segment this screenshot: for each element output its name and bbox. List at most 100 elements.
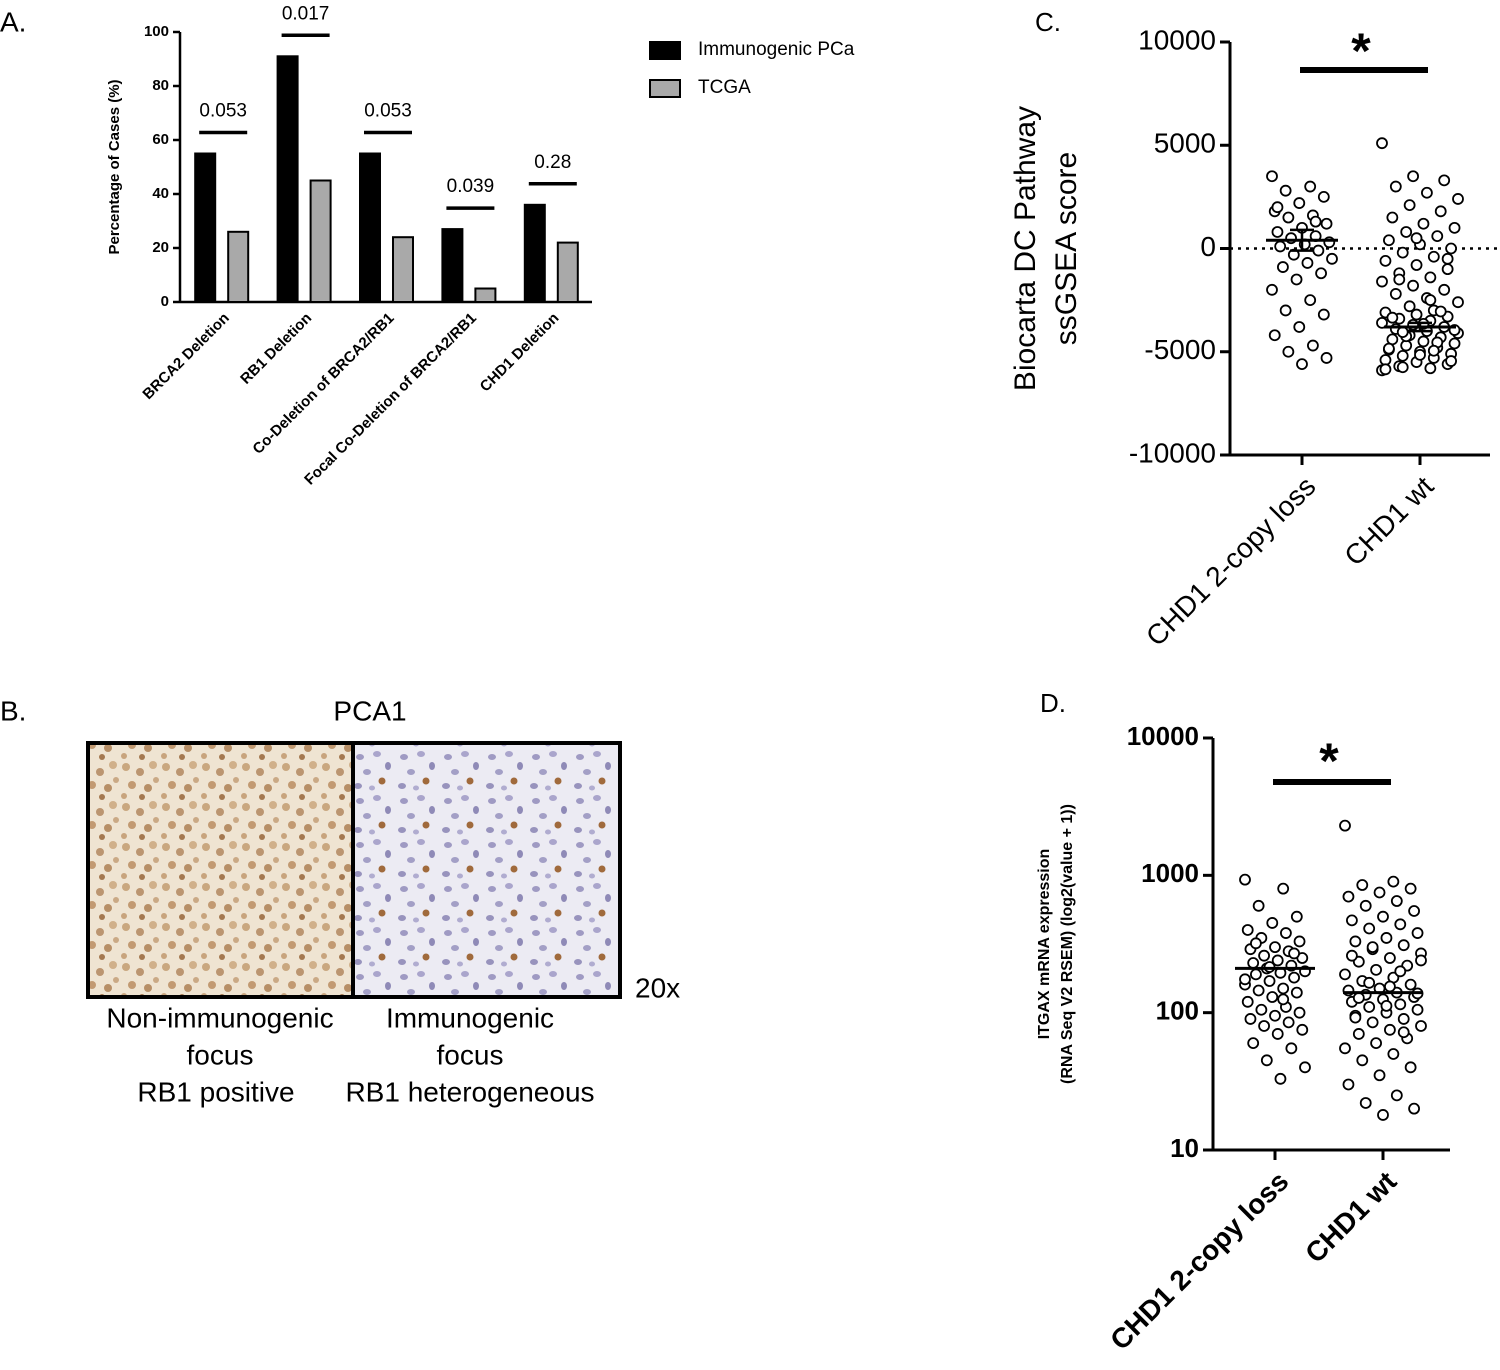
data-point (1293, 321, 1306, 333)
data-point (1282, 211, 1295, 224)
data-point (1383, 342, 1395, 355)
data-point (1277, 993, 1290, 1006)
data-point (1266, 917, 1279, 929)
micrograph (86, 741, 355, 999)
panel-label: A. (0, 6, 26, 37)
data-point (1282, 345, 1295, 358)
data-point (1404, 978, 1417, 991)
y-tick-label: -5000 (1144, 334, 1216, 365)
data-point (1266, 283, 1278, 296)
caption: Non-immunogenic (106, 1002, 333, 1033)
data-point (1377, 1109, 1389, 1121)
data-point (1342, 890, 1355, 903)
bar (441, 228, 464, 304)
x-tick-label: CHD1 2-copy loss (1140, 471, 1321, 652)
data-point (1410, 232, 1423, 245)
data-point (1411, 927, 1424, 939)
data-point (1448, 221, 1461, 234)
p-value: 0.053 (364, 101, 412, 122)
data-point (1293, 935, 1306, 948)
data-point (1415, 1020, 1427, 1032)
data-point (1312, 244, 1325, 257)
data-point (1387, 1048, 1400, 1060)
data-point (1269, 941, 1281, 954)
data-point (1408, 905, 1420, 917)
data-point (1260, 1054, 1273, 1067)
data-point (1366, 1016, 1379, 1029)
data-point (1293, 1006, 1306, 1019)
data-point (1396, 361, 1409, 374)
data-point (1266, 170, 1278, 183)
data-point (1352, 992, 1365, 1004)
x-tick-label: CHD1 wt (1299, 1166, 1402, 1269)
data-point (1252, 899, 1265, 912)
data-point (1271, 226, 1284, 238)
data-point (1376, 316, 1388, 329)
data-point (1326, 252, 1338, 265)
caption: RB1 heterogeneous (345, 1076, 594, 1107)
data-point (1271, 201, 1284, 214)
data-point (1421, 186, 1433, 199)
data-point (1288, 947, 1300, 960)
p-value: 0.039 (447, 176, 495, 197)
data-point (1301, 257, 1314, 269)
data-point (1252, 984, 1265, 997)
data-point (1317, 308, 1330, 321)
data-point (1441, 252, 1454, 265)
x-tick-label: RB1 Deletion (237, 310, 315, 388)
data-point (1445, 355, 1457, 367)
data-point (1389, 288, 1402, 300)
data-point (1299, 1061, 1311, 1074)
data-point (1397, 939, 1410, 952)
data-point (1250, 968, 1262, 981)
data-point (1317, 190, 1330, 203)
data-point (1427, 250, 1440, 263)
y-tick-label: 60 (152, 131, 169, 148)
bar (227, 230, 250, 303)
x-tick-label: CHD1 wt (1338, 470, 1439, 571)
y-tick-label: 100 (1156, 996, 1199, 1026)
data-point (1320, 352, 1333, 364)
data-point (1241, 995, 1254, 1008)
data-point (1339, 819, 1351, 832)
data-point (1445, 242, 1457, 255)
data-point (1407, 279, 1419, 292)
data-point (1370, 1037, 1382, 1050)
data-point (1274, 240, 1287, 253)
y-tick-label: 10000 (1138, 24, 1216, 55)
data-point (1288, 971, 1300, 984)
data-point (1352, 1028, 1365, 1040)
data-point (1396, 246, 1409, 259)
y-axis-label: Biocarta DC Pathway (1009, 106, 1042, 391)
data-point (1320, 217, 1333, 230)
data-point (1377, 910, 1389, 923)
bar (556, 241, 579, 304)
data-point (1346, 914, 1358, 927)
data-point (1239, 873, 1251, 886)
data-point (1390, 1089, 1403, 1102)
y-tick-label: 1000 (1141, 858, 1199, 888)
data-point (1280, 927, 1292, 939)
data-point (1266, 991, 1279, 1003)
data-point (1427, 344, 1440, 357)
bar (474, 287, 497, 303)
legend-swatch (649, 79, 681, 98)
data-point (1380, 1000, 1393, 1012)
bar (276, 55, 299, 303)
data-point (1387, 875, 1400, 888)
p-value: 0.28 (534, 152, 571, 173)
data-point (1363, 922, 1376, 935)
y-axis-label: (RNA Seq V2 RSEM) (log2(value + 1)) (1059, 804, 1076, 1084)
data-point (1339, 1042, 1351, 1055)
x-tick-label: BRCA2 Deletion (139, 310, 232, 403)
y-tick-label: 20 (152, 239, 169, 256)
x-tick-label: CHD1 Deletion (477, 310, 563, 396)
data-point (1290, 910, 1303, 923)
data-point (1438, 283, 1451, 296)
data-point (1410, 259, 1423, 271)
bar (523, 203, 546, 303)
panel-title: PCA1 (333, 695, 406, 726)
data-point (1389, 180, 1402, 193)
data-point (1285, 1042, 1298, 1055)
